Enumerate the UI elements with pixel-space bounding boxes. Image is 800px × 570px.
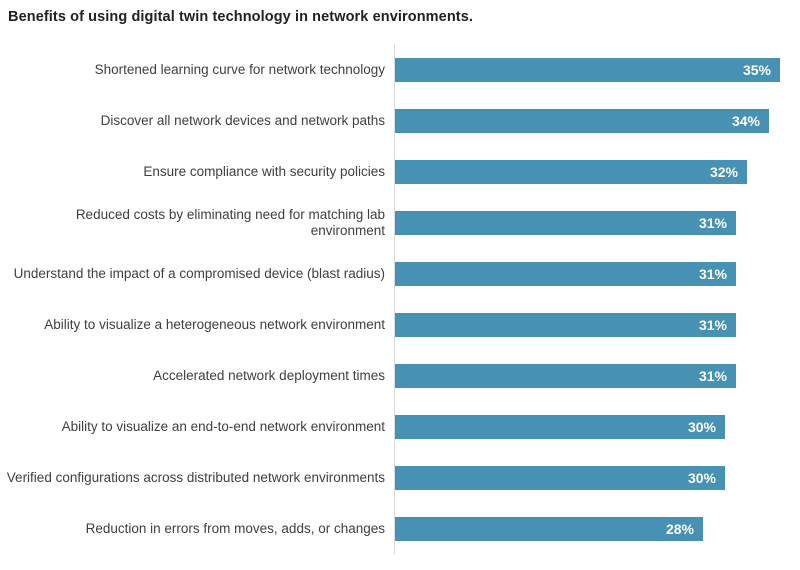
chart-rows: Shortened learning curve for network tec… bbox=[0, 44, 800, 554]
bar-row: Verified configurations across distribut… bbox=[0, 452, 800, 503]
bar: 32% bbox=[395, 159, 747, 184]
bar-value-label: 31% bbox=[698, 214, 727, 231]
category-label: Ability to visualize a heterogeneous net… bbox=[44, 316, 385, 332]
bar-row: Shortened learning curve for network tec… bbox=[0, 44, 800, 95]
bar-row: Understand the impact of a compromised d… bbox=[0, 248, 800, 299]
bar-track: 30% bbox=[394, 401, 800, 452]
bar: 30% bbox=[395, 465, 725, 490]
category-label: Reduced costs by eliminating need for ma… bbox=[75, 206, 385, 238]
category-label: Discover all network devices and network… bbox=[100, 112, 385, 128]
bar: 28% bbox=[395, 516, 703, 541]
bar-track: 30% bbox=[394, 452, 800, 503]
bar-track: 34% bbox=[394, 95, 800, 146]
bar: 31% bbox=[395, 312, 736, 337]
bar: 31% bbox=[395, 210, 736, 235]
bar-value-label: 34% bbox=[731, 112, 760, 129]
bar: 31% bbox=[395, 261, 736, 286]
bar-value-label: 31% bbox=[698, 265, 727, 282]
bar-value-label: 28% bbox=[665, 520, 694, 537]
bar: 31% bbox=[395, 363, 736, 388]
bar-value-label: 30% bbox=[687, 469, 716, 486]
bar-track: 31% bbox=[394, 248, 800, 299]
category-label: Ensure compliance with security policies bbox=[143, 163, 385, 179]
bar-value-label: 35% bbox=[742, 61, 771, 78]
category-label: Shortened learning curve for network tec… bbox=[94, 61, 385, 77]
category-label: Ability to visualize an end-to-end netwo… bbox=[61, 418, 385, 434]
bar-track: 31% bbox=[394, 197, 800, 248]
bar-row: Ensure compliance with security policies… bbox=[0, 146, 800, 197]
bar-value-label: 30% bbox=[687, 418, 716, 435]
bar-track: 31% bbox=[394, 299, 800, 350]
bar: 30% bbox=[395, 414, 725, 439]
bar-track: 31% bbox=[394, 350, 800, 401]
bar-track: 35% bbox=[394, 44, 800, 95]
bar-track: 28% bbox=[394, 503, 800, 554]
category-label: Verified configurations across distribut… bbox=[6, 469, 385, 485]
bar-row: Ability to visualize a heterogeneous net… bbox=[0, 299, 800, 350]
category-label: Reduction in errors from moves, adds, or… bbox=[85, 520, 385, 536]
bar-track: 32% bbox=[394, 146, 800, 197]
category-label: Accelerated network deployment times bbox=[153, 367, 385, 383]
bar-row: Ability to visualize an end-to-end netwo… bbox=[0, 401, 800, 452]
bar-value-label: 32% bbox=[709, 163, 738, 180]
category-label: Understand the impact of a compromised d… bbox=[13, 265, 385, 281]
bar-row: Discover all network devices and network… bbox=[0, 95, 800, 146]
bar-value-label: 31% bbox=[698, 316, 727, 333]
bar-row: Reduced costs by eliminating need for ma… bbox=[0, 197, 800, 248]
bar-row: Reduction in errors from moves, adds, or… bbox=[0, 503, 800, 554]
bar-value-label: 31% bbox=[698, 367, 727, 384]
bar: 34% bbox=[395, 108, 769, 133]
bar: 35% bbox=[395, 57, 780, 82]
chart-title: Benefits of using digital twin technolog… bbox=[8, 9, 473, 25]
bar-row: Accelerated network deployment times 31% bbox=[0, 350, 800, 401]
